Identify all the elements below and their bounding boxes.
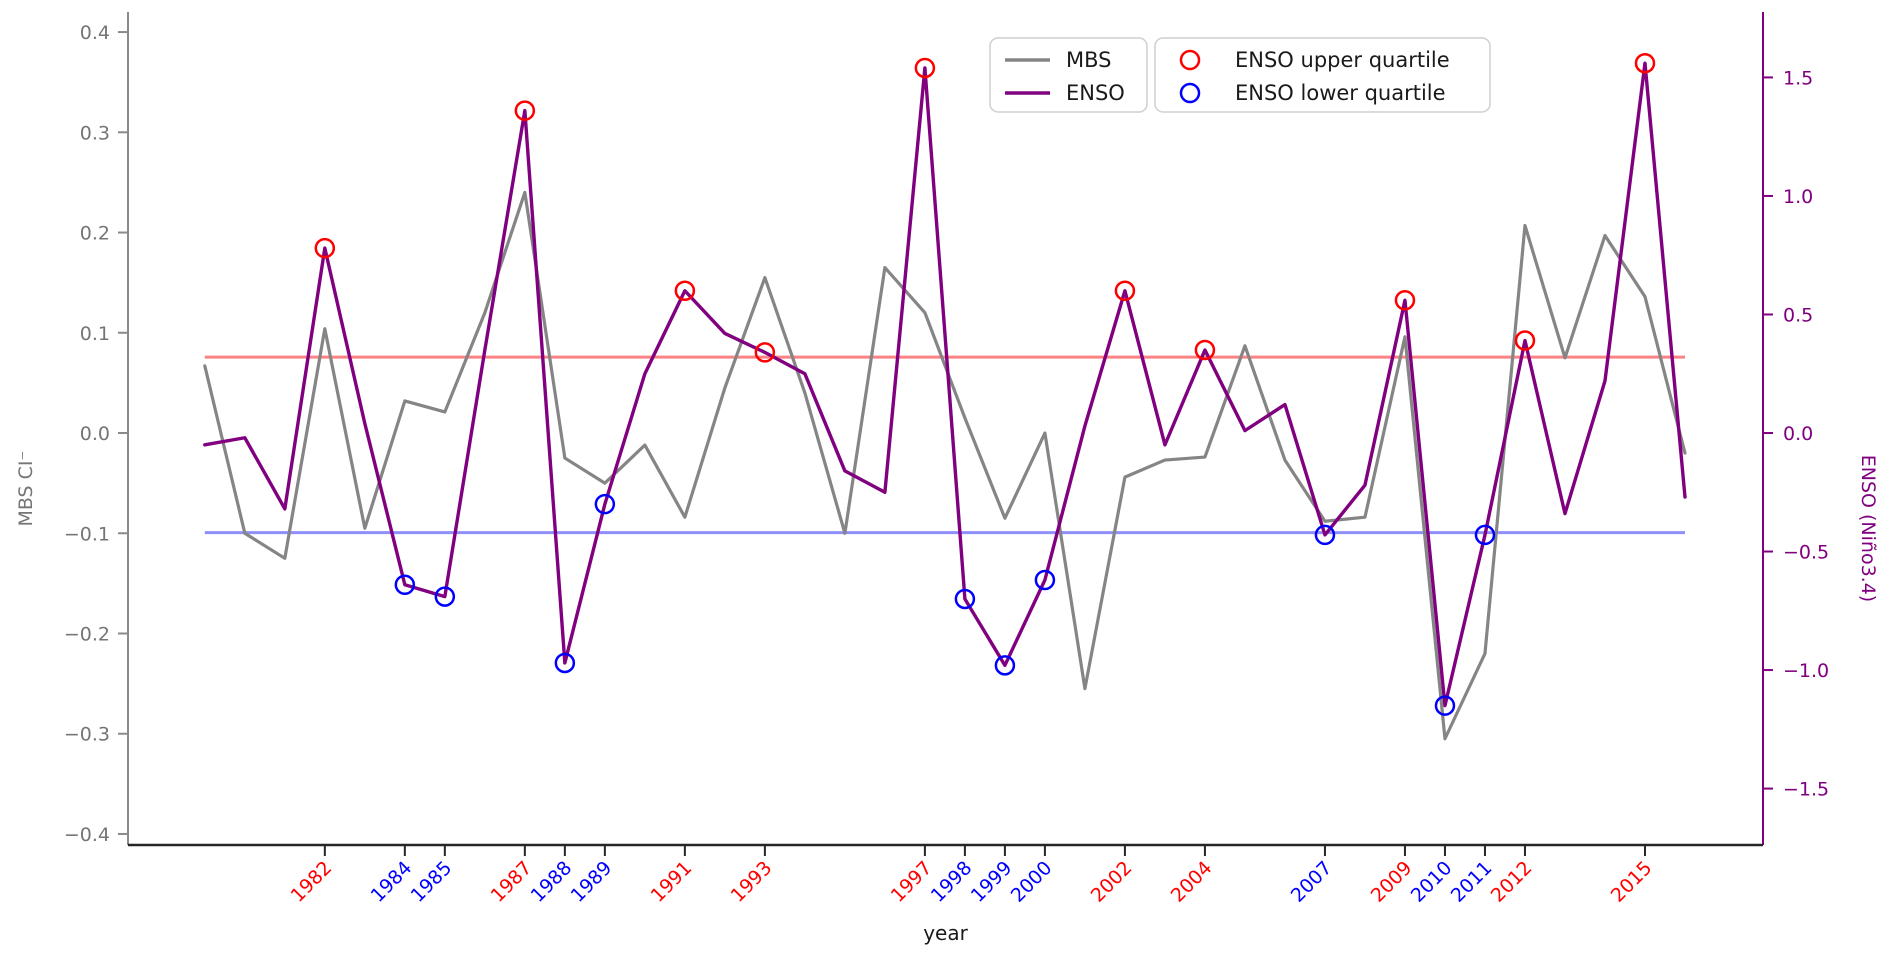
mbs-line: [203, 190, 1687, 741]
upper-quartile-marker: [314, 237, 336, 259]
right-tick-label: 0.5: [1783, 304, 1813, 326]
left-tick-label: −0.3: [64, 724, 110, 746]
left-tick-label: −0.4: [64, 824, 110, 846]
legend-label: ENSO: [1066, 81, 1125, 105]
left-y-axis-label: MBS CI⁻: [15, 450, 37, 526]
legend-label: MBS: [1066, 48, 1112, 72]
left-tick-label: −0.1: [64, 523, 110, 545]
left-tick-label: −0.2: [64, 623, 110, 645]
right-tick-label: −0.5: [1783, 542, 1829, 564]
legend-box: [1154, 37, 1491, 113]
lower-quartile-marker: [954, 588, 976, 610]
upper-quartile-marker: [754, 342, 776, 363]
left-tick-label: 0.4: [80, 22, 110, 44]
upper-quartile-marker: [1634, 52, 1656, 74]
upper-quartile-marker: [514, 100, 536, 121]
lower-quartile-marker: [1474, 524, 1496, 546]
lower-quartile-marker: [1314, 524, 1336, 546]
lower-quartile-marker: [434, 586, 456, 607]
lower-quartile-marker: [594, 493, 616, 515]
left-tick-label: 0.1: [80, 323, 110, 345]
upper-quartile-marker: [674, 280, 696, 302]
left-tick-label: 0.3: [80, 122, 110, 144]
legend-label: ENSO upper quartile: [1235, 48, 1450, 72]
right-tick-label: −1.0: [1783, 660, 1829, 682]
upper-quartile-marker: [1114, 280, 1136, 302]
right-y-axis-label: ENSO (Niño3.4): [1857, 455, 1879, 602]
lower-quartile-marker: [1034, 569, 1056, 591]
right-tick-label: 1.5: [1783, 67, 1813, 89]
enso-line: [203, 61, 1687, 708]
upper-quartile-marker: [914, 57, 936, 79]
upper-quartile-marker: [1194, 339, 1216, 361]
lower-quartile-marker: [554, 652, 576, 674]
lower-quartile-marker: [1434, 695, 1456, 716]
legend-circle-swatch: [1179, 49, 1201, 71]
lower-quartile-marker: [394, 574, 416, 595]
x-axis-label: year: [923, 921, 968, 945]
left-tick-label: 0.0: [80, 423, 110, 445]
legend-circle-swatch: [1179, 82, 1201, 104]
legend-label: ENSO lower quartile: [1235, 81, 1446, 105]
left-tick-label: 0.2: [80, 223, 110, 245]
upper-quartile-marker: [1514, 330, 1536, 351]
lower-quartile-marker: [994, 655, 1016, 676]
right-tick-label: 1.0: [1783, 186, 1813, 208]
upper-quartile-marker: [1394, 290, 1416, 311]
right-tick-label: 0.0: [1783, 423, 1813, 445]
right-tick-label: −1.5: [1783, 779, 1829, 801]
